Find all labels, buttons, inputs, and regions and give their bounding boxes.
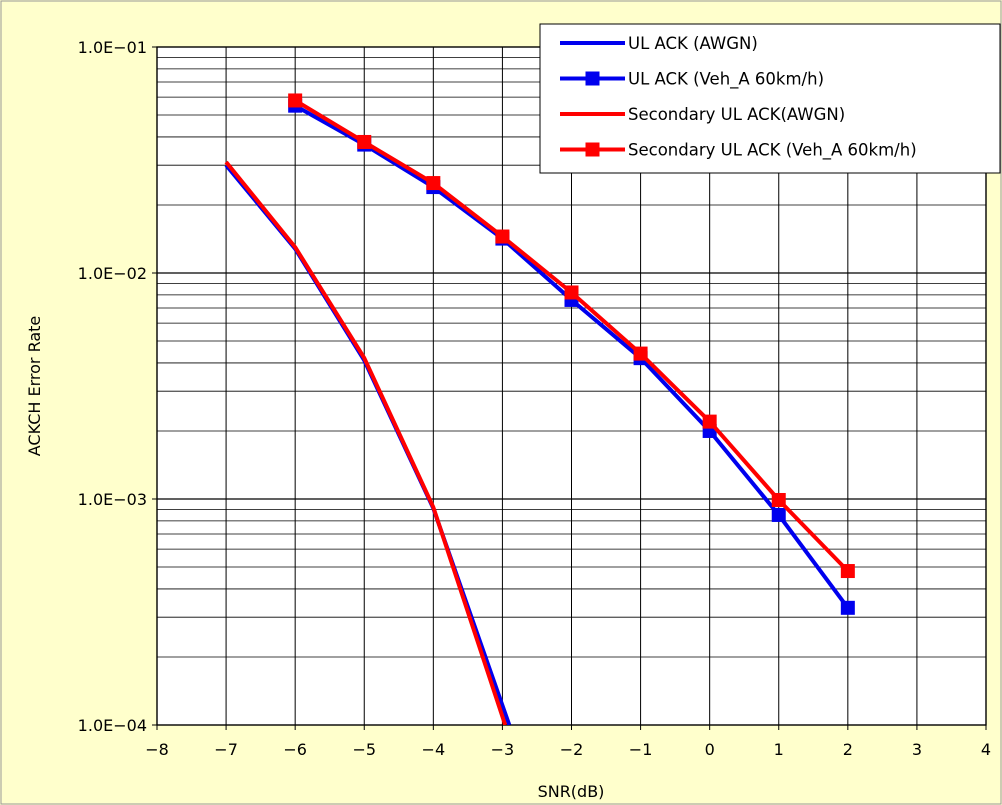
series-point	[840, 564, 855, 579]
series-4	[288, 93, 855, 579]
x-tick-label: −2	[560, 740, 584, 759]
x-axis-title: SNR(dB)	[538, 782, 605, 801]
x-tick-label: −4	[422, 740, 446, 759]
legend-label: UL ACK (Veh_A 60km/h)	[628, 70, 824, 90]
legend-swatch-marker	[585, 142, 600, 157]
x-tick-label: −3	[491, 740, 515, 759]
legend-label: Secondary UL ACK (Veh_A 60km/h)	[628, 141, 917, 161]
series-line	[224, 160, 508, 725]
series-point	[426, 176, 441, 191]
y-tick-label: 1.0E−02	[78, 264, 147, 283]
x-tick-label: −8	[145, 740, 169, 759]
x-tick-label: 0	[705, 740, 715, 759]
series-point	[702, 414, 717, 429]
x-tick-label: 4	[981, 740, 991, 759]
series-3	[224, 160, 508, 725]
x-tick-label: 2	[843, 740, 853, 759]
y-tick-label: 1.0E−04	[78, 716, 147, 735]
legend-items: UL ACK (AWGN) UL ACK (Veh_A 60km/h) Second…	[560, 34, 917, 161]
legend-item: UL ACK (Veh_A 60km/h)	[560, 70, 824, 90]
series-point	[771, 492, 786, 507]
legend-label: UL ACK (AWGN)	[628, 34, 758, 53]
series-layer	[224, 93, 855, 725]
legend-label: Secondary UL ACK(AWGN)	[628, 105, 845, 124]
legend-item: UL ACK (AWGN)	[560, 34, 758, 53]
series-point	[564, 285, 579, 300]
y-tick-label: 1.0E−03	[78, 490, 147, 509]
legend-item: Secondary UL ACK (Veh_A 60km/h)	[560, 141, 917, 161]
series-point	[357, 134, 372, 149]
series-point	[495, 229, 510, 244]
y-tick-label: 1.0E−01	[78, 38, 147, 57]
series-point	[771, 507, 786, 522]
legend: UL ACK (AWGN) UL ACK (Veh_A 60km/h) Second…	[539, 23, 1001, 174]
x-tick-label: 1	[774, 740, 784, 759]
series-point	[840, 600, 855, 615]
x-tick-label: 3	[912, 740, 922, 759]
x-tick-label: −6	[283, 740, 307, 759]
series-point	[633, 346, 648, 361]
y-axis-title: ACKCH Error Rate	[25, 316, 44, 457]
x-tick-label: −5	[352, 740, 376, 759]
legend-item: Secondary UL ACK(AWGN)	[560, 105, 845, 124]
legend-swatch-marker	[585, 71, 600, 86]
series-point	[288, 93, 303, 108]
x-tick-label: −7	[214, 740, 238, 759]
tick-labels: −8 −7 −6 −5 −4 −3 −2 −1 0 1 2 3 4 1.0E−01 1.0E−02 1.0E−…	[78, 38, 991, 759]
x-tick-label: −1	[629, 740, 653, 759]
